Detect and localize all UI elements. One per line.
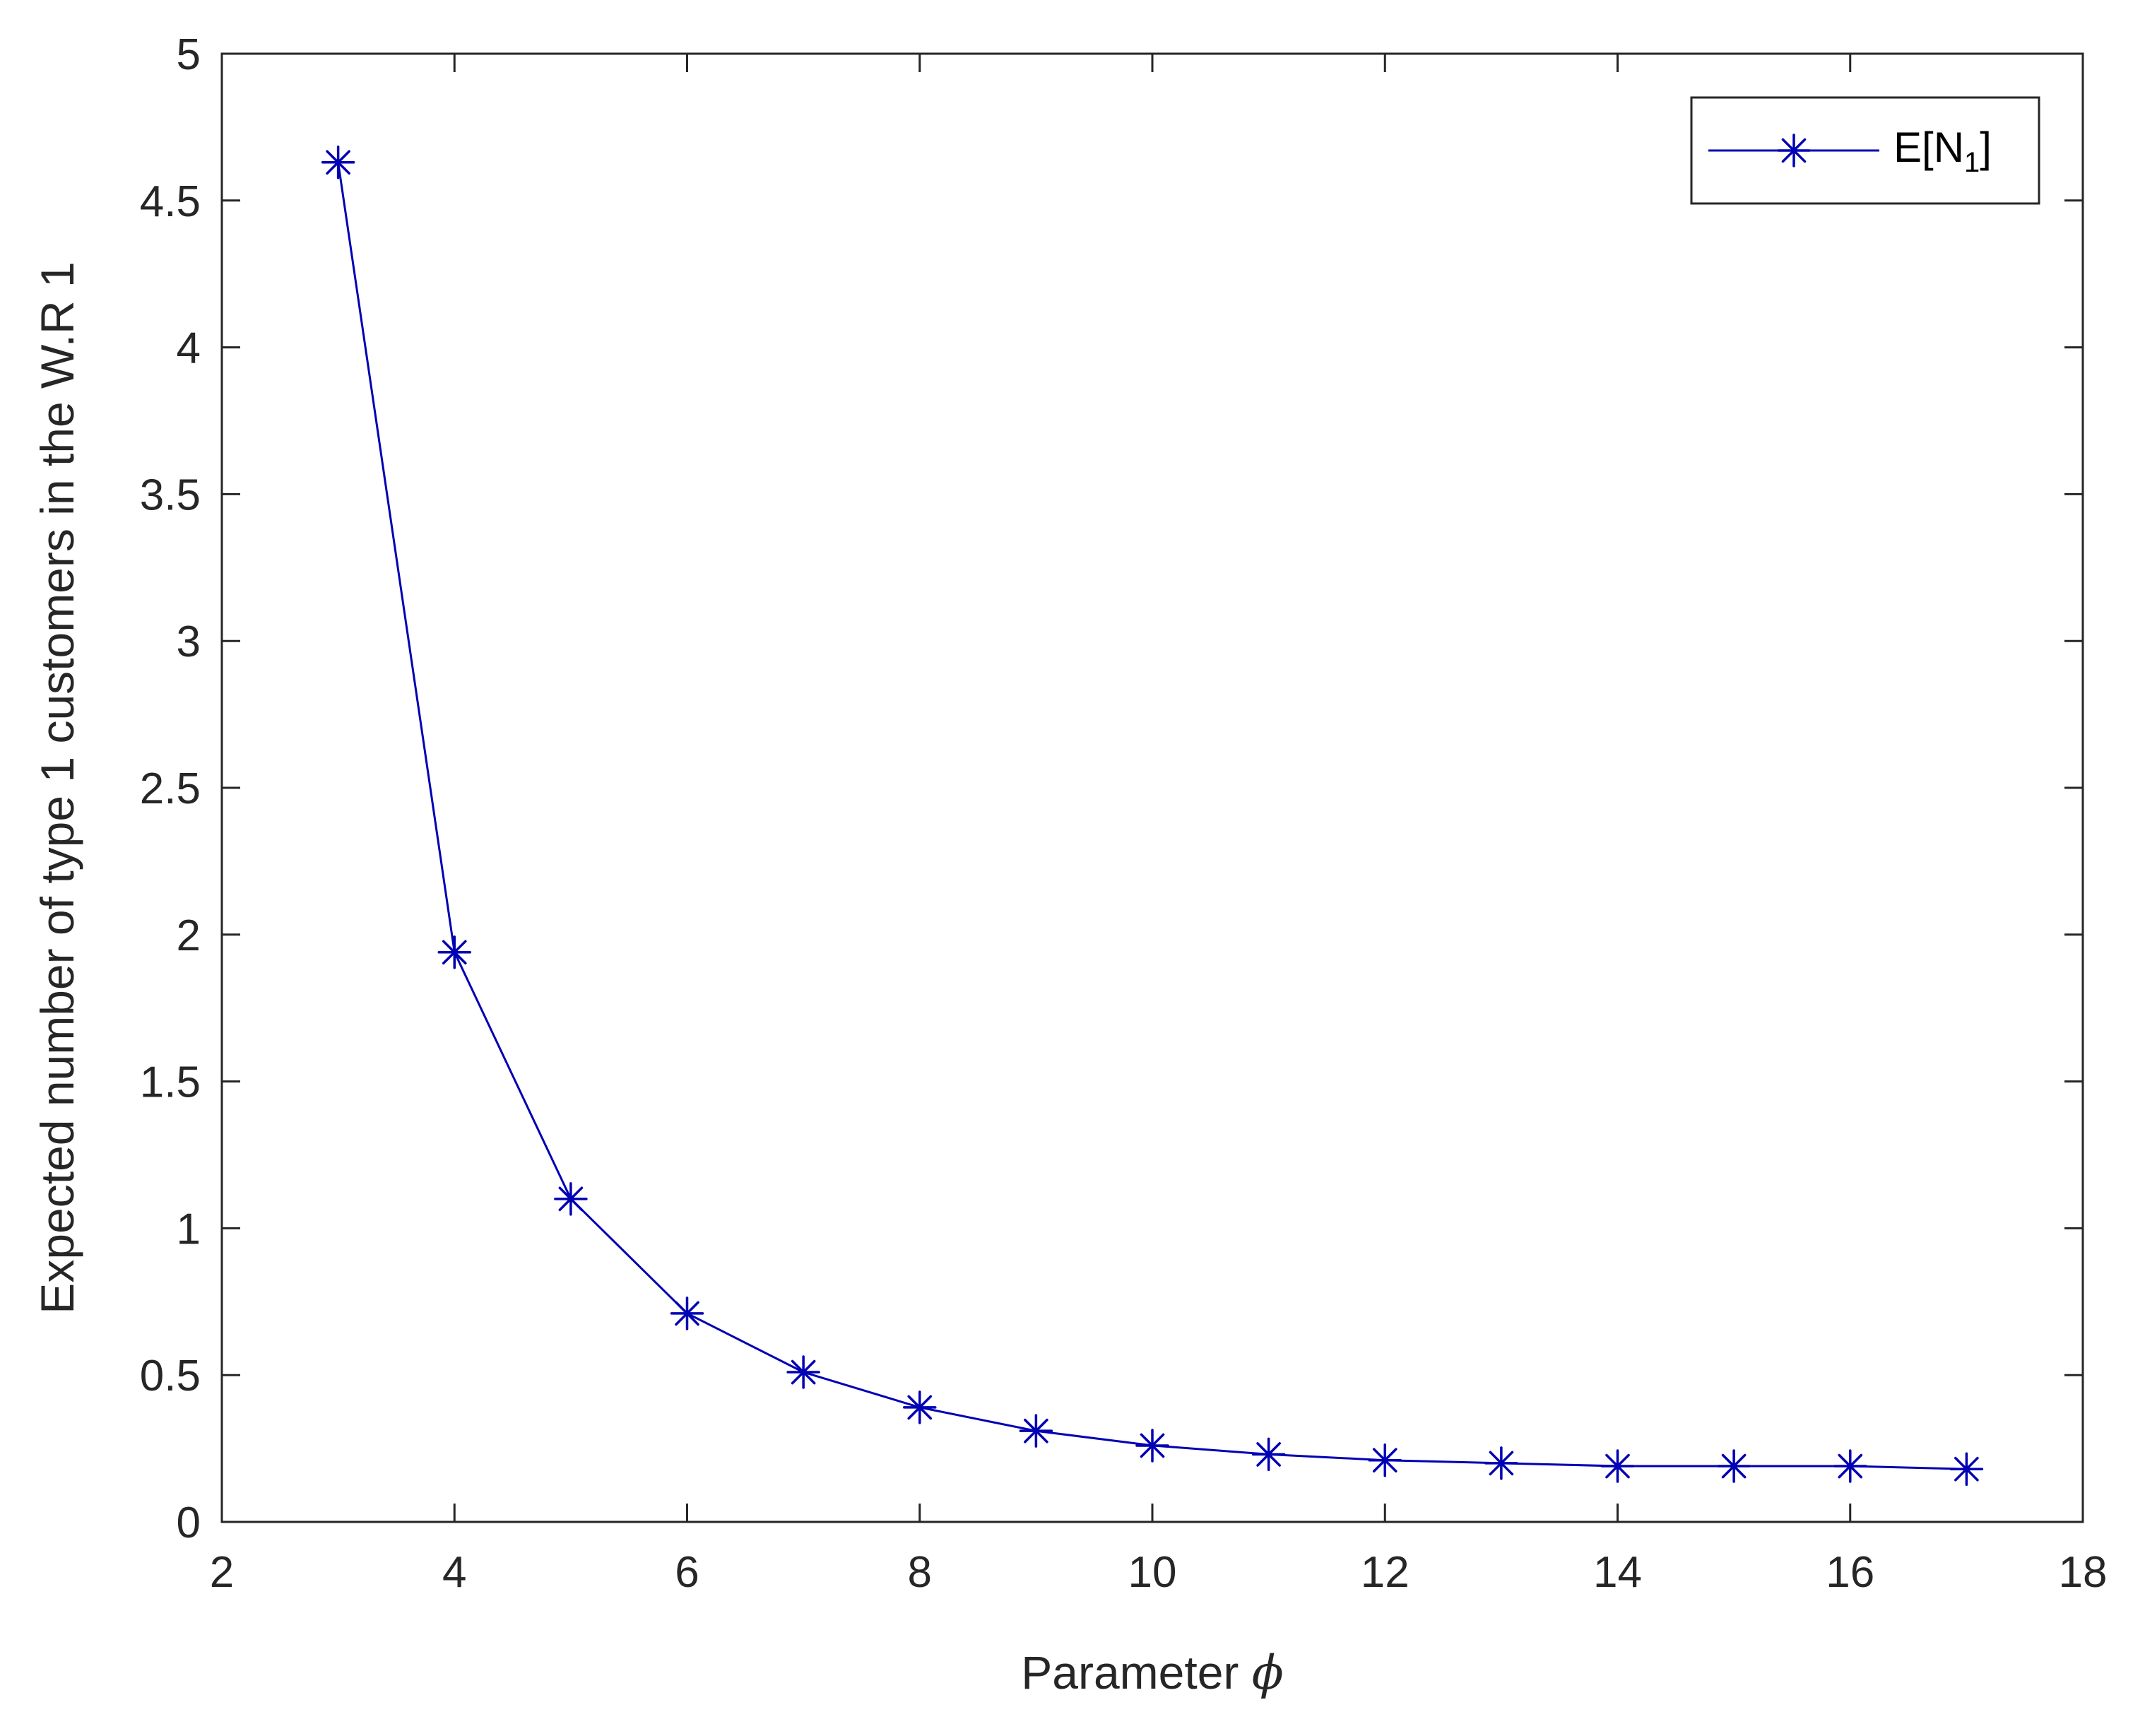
legend-marker-asterisk [1777,134,1811,167]
data-point-marker [321,146,355,179]
data-point-marker [1368,1443,1402,1477]
x-tick-label: 8 [908,1548,932,1597]
x-tick-label: 10 [1128,1548,1177,1597]
data-point-marker [903,1390,937,1424]
y-tick-label: 4.5 [140,177,201,226]
y-tick-label: 0 [177,1499,201,1547]
axes-box [220,52,2084,1523]
x-tick-label: 6 [675,1548,699,1597]
x-axis-label: Parameter ϕ [1021,1646,1283,1700]
data-point-marker [437,935,471,969]
data-point-marker [1251,1437,1286,1472]
y-tick-label: 1.5 [140,1058,201,1107]
y-tick-label: 0.5 [140,1352,201,1400]
data-point-marker [670,1297,704,1330]
y-tick-label: 3.5 [140,471,201,519]
y-tick-label: 1 [177,1205,201,1253]
data-point-marker [1717,1449,1751,1483]
legend-marker-glyph [1777,134,1811,167]
legend-label-suffix: ] [1980,124,1992,171]
data-point-marker [1484,1446,1518,1480]
data-point-marker [1019,1414,1053,1448]
x-tick-label: 14 [1593,1548,1642,1597]
y-axis-label: Expected number of type 1 customers in t… [31,261,83,1313]
x-tick-label: 12 [1361,1548,1410,1597]
y-tick-label: 4 [177,324,201,373]
x-tick-label: 16 [1826,1548,1874,1597]
y-tick-labels: 0 0.5 1 1.5 2 2.5 3 3.5 4 4.5 5 [140,30,201,1547]
data-point-marker [554,1182,588,1216]
data-point-marker [1833,1449,1867,1483]
series-layer [321,146,1984,1486]
y-tick-label: 5 [177,30,201,79]
x-axis-label-text: Parameter [1021,1646,1251,1699]
x-tick-label: 18 [2059,1548,2108,1597]
x-tick-label: 4 [442,1548,466,1597]
legend-label: E[N1] [1893,124,1992,178]
legend-label-subscript: 1 [1964,147,1980,178]
y-tick-label: 3 [177,618,201,666]
x-tick-label: 2 [210,1548,234,1597]
data-point-marker [786,1355,820,1389]
y-tick-label: 2.5 [140,764,201,813]
legend: E[N1] [1690,96,2040,205]
data-point-marker [1949,1452,1984,1486]
y-tick-label: 2 [177,911,201,960]
x-axis-label-symbol: ϕ [1252,1646,1284,1700]
legend-label-prefix: E[N [1893,124,1964,171]
x-tick-labels: 2 4 6 8 10 12 14 16 18 [210,1548,2108,1597]
data-point-marker [1600,1449,1635,1483]
data-point-marker [1135,1429,1169,1463]
